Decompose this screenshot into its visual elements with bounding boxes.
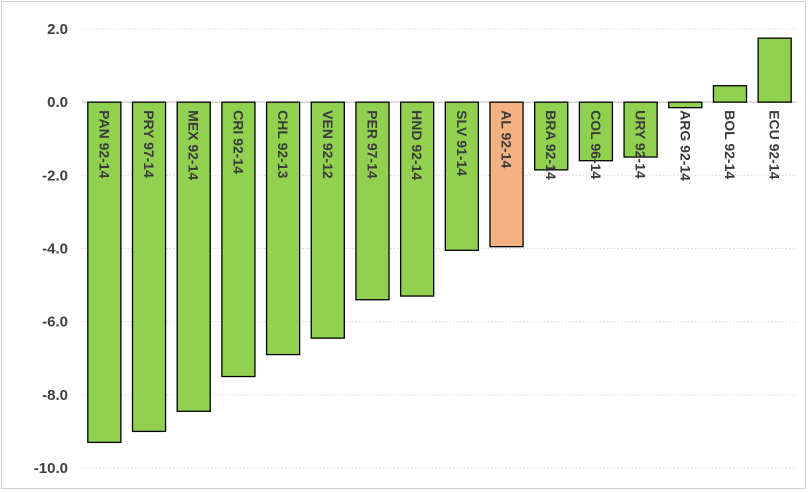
category-label: MEX 92-14 <box>186 110 202 180</box>
bar <box>131 101 167 433</box>
y-tick-label: -2.0 <box>42 167 68 184</box>
bar <box>176 101 211 412</box>
category-label: HND 92-14 <box>409 110 425 180</box>
category-label: SLV 91-14 <box>454 110 470 176</box>
category-label: VEN 92-12 <box>320 110 336 179</box>
bar <box>489 101 524 248</box>
category-labels: PAN 92-14 PRY 97-14 MEX 92-14 CRI 92-14 CHL … <box>96 110 782 181</box>
y-tick-label: -8.0 <box>42 387 68 404</box>
category-label: ECU 92-14 <box>767 110 783 179</box>
bar <box>221 101 256 378</box>
bars <box>87 37 792 444</box>
y-tick-label: 2.0 <box>47 21 68 38</box>
y-tick-label: -10.0 <box>34 460 68 477</box>
category-label: PER 97-14 <box>364 110 380 179</box>
bar <box>712 85 748 103</box>
y-tick-label: -6.0 <box>42 314 68 331</box>
category-label: BRA 92-14 <box>543 110 559 180</box>
category-label: URY 92-14 <box>633 110 649 179</box>
y-tick-label: 0.0 <box>47 94 68 111</box>
bar <box>399 101 435 297</box>
bar <box>668 101 703 109</box>
category-label: AL 92-14 <box>499 110 515 168</box>
category-label: CHL 92-13 <box>275 110 291 178</box>
bar <box>444 101 480 251</box>
bar <box>757 37 792 103</box>
category-label: PRY 97-14 <box>141 110 157 178</box>
category-label: COL 96-14 <box>588 110 604 179</box>
category-label: PAN 92-14 <box>96 110 112 178</box>
bar <box>578 101 614 162</box>
y-tick-label: -4.0 <box>42 241 68 258</box>
category-label: CRI 92-14 <box>230 110 246 174</box>
category-label: BOL 92-14 <box>722 110 738 179</box>
category-label: ARG 92-14 <box>677 110 693 181</box>
bar <box>534 101 569 171</box>
bar <box>265 101 301 356</box>
bar <box>310 101 345 339</box>
bar <box>87 101 122 444</box>
y-axis: 2.0 0.0 -2.0 -4.0 -6.0 -8.0 -10.0 <box>34 21 68 477</box>
bar <box>623 101 658 158</box>
bar <box>355 101 390 301</box>
